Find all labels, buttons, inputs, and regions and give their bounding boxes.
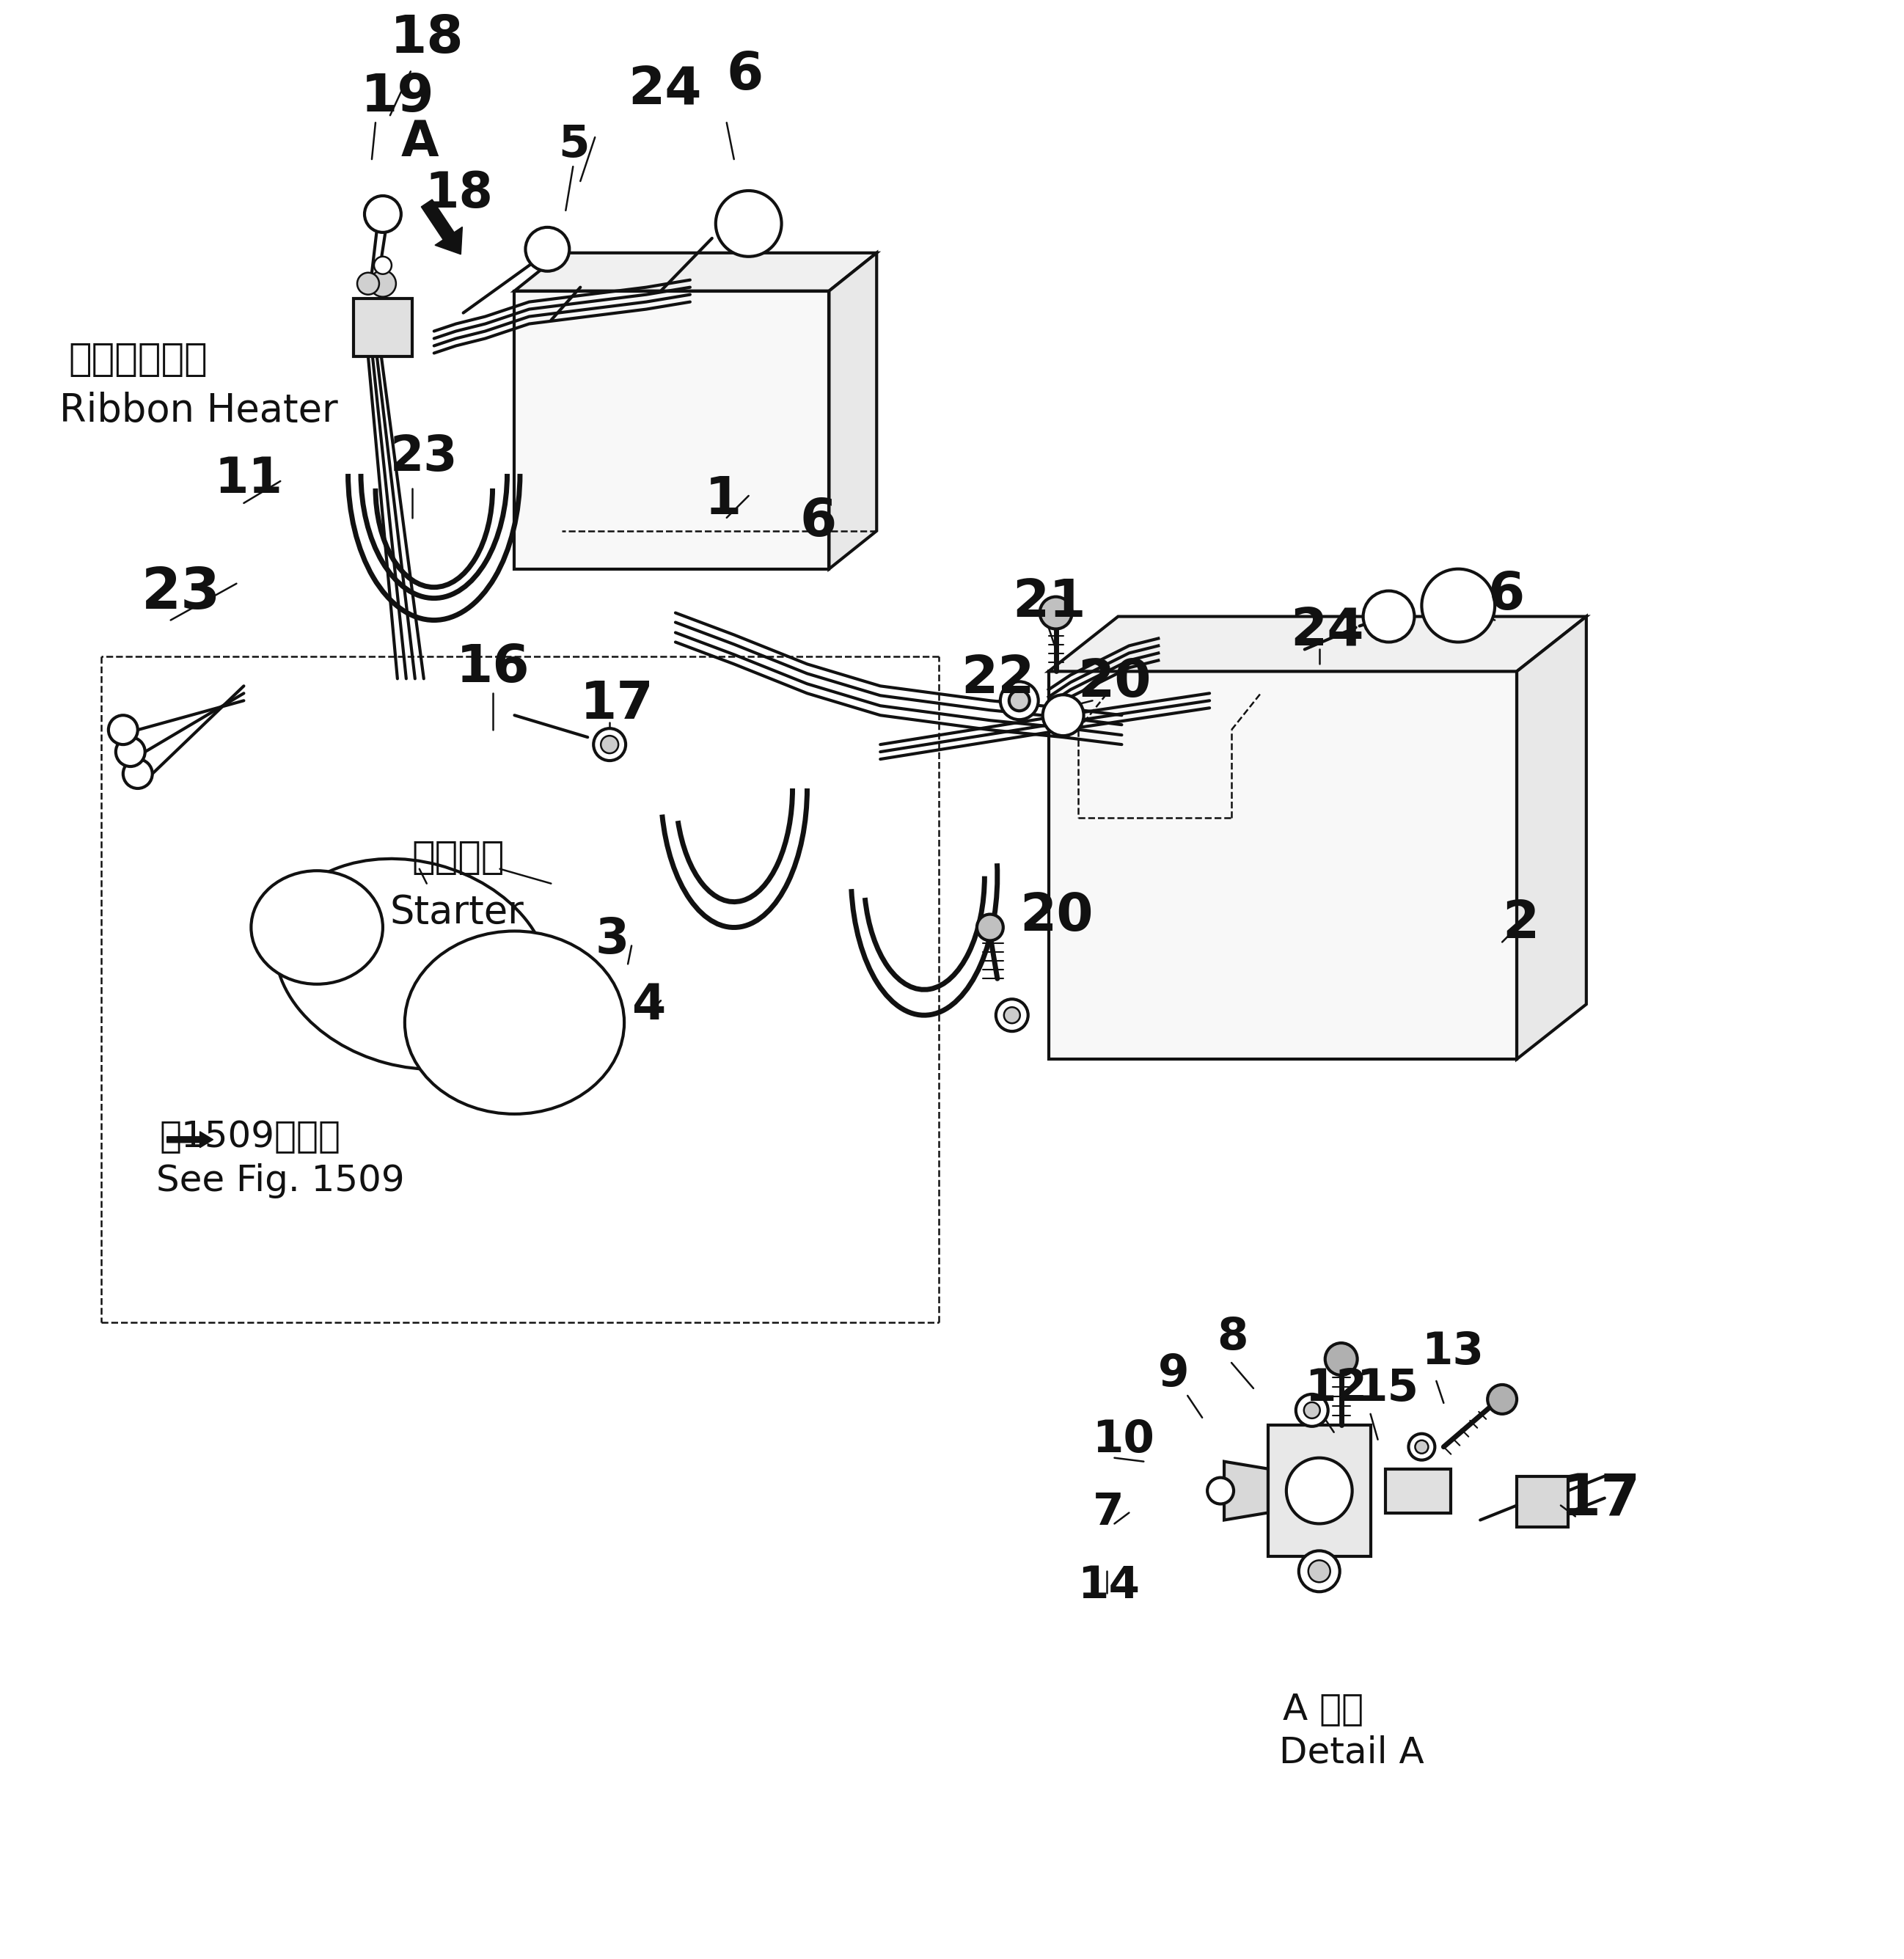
Text: 14: 14 [1078,1565,1140,1608]
Circle shape [124,760,152,788]
Circle shape [1299,1552,1340,1593]
Text: 6: 6 [727,51,764,100]
Ellipse shape [406,931,625,1115]
Ellipse shape [251,870,383,983]
Text: 2: 2 [1502,899,1538,950]
Circle shape [996,999,1028,1030]
Text: 13: 13 [1422,1330,1483,1373]
Circle shape [977,915,1003,940]
Circle shape [1009,690,1030,711]
Polygon shape [1517,617,1586,1060]
Text: 9: 9 [1158,1352,1190,1395]
Text: 5: 5 [558,123,590,167]
Polygon shape [1384,1469,1451,1512]
Circle shape [1040,597,1072,629]
Text: See Fig. 1509: See Fig. 1509 [156,1164,404,1199]
Text: A 記記: A 記記 [1283,1691,1363,1726]
Text: 第1509図参照: 第1509図参照 [160,1119,341,1154]
Text: 20: 20 [1078,658,1152,707]
Circle shape [1287,1457,1352,1524]
Text: 18: 18 [390,14,465,65]
Circle shape [594,729,626,760]
Circle shape [1409,1434,1436,1459]
Circle shape [373,257,392,274]
Circle shape [109,715,137,744]
Ellipse shape [276,858,548,1070]
Text: 8: 8 [1217,1316,1247,1360]
Text: 18: 18 [425,168,493,217]
Text: 11: 11 [215,454,282,503]
Polygon shape [354,298,411,357]
Circle shape [602,737,619,754]
Text: 17: 17 [581,680,655,731]
Text: 6: 6 [1487,570,1525,621]
Polygon shape [1049,617,1586,672]
Polygon shape [1517,1477,1569,1528]
Text: A: A [402,118,440,167]
Text: 22: 22 [962,654,1034,705]
Text: 24: 24 [628,65,703,116]
Text: 12: 12 [1304,1367,1367,1410]
Circle shape [364,196,402,233]
Text: 17: 17 [1561,1471,1639,1528]
Circle shape [1043,695,1083,737]
Text: 7: 7 [1093,1491,1123,1534]
Circle shape [526,227,569,270]
Text: 4: 4 [632,981,666,1030]
Text: 1: 1 [704,474,743,525]
Circle shape [1363,592,1415,643]
Circle shape [1297,1395,1329,1426]
Circle shape [1415,1440,1428,1454]
Text: Ribbon Heater: Ribbon Heater [59,392,337,429]
Circle shape [116,737,145,766]
Polygon shape [1268,1424,1371,1557]
Circle shape [1003,1007,1021,1023]
Text: リボンヒータ: リボンヒータ [69,341,208,378]
Circle shape [1422,568,1495,643]
Circle shape [1487,1385,1517,1414]
Text: 6: 6 [800,496,836,547]
Polygon shape [1224,1461,1268,1520]
Circle shape [1000,682,1038,719]
Polygon shape [828,253,876,568]
Text: 15: 15 [1356,1367,1418,1410]
Text: 21: 21 [1013,576,1085,627]
Circle shape [369,270,396,296]
Text: Starter: Starter [390,893,524,931]
Text: 24: 24 [1291,605,1363,656]
Polygon shape [1049,672,1517,1060]
Circle shape [1304,1403,1319,1418]
Circle shape [1207,1477,1234,1505]
Text: Detail A: Detail A [1279,1736,1424,1771]
Circle shape [1325,1344,1358,1375]
Text: 23: 23 [390,433,459,482]
Text: 16: 16 [455,643,529,693]
Circle shape [358,272,379,294]
Text: スタータ: スタータ [411,838,505,876]
Text: 10: 10 [1093,1418,1154,1461]
FancyArrow shape [168,1132,213,1148]
Text: 23: 23 [141,564,221,621]
Text: 3: 3 [594,915,628,964]
Circle shape [716,190,781,257]
FancyArrow shape [421,200,463,255]
Polygon shape [514,253,876,292]
Circle shape [1308,1559,1331,1583]
Polygon shape [514,292,828,568]
Text: 19: 19 [362,72,434,123]
Text: 20: 20 [1019,891,1093,942]
